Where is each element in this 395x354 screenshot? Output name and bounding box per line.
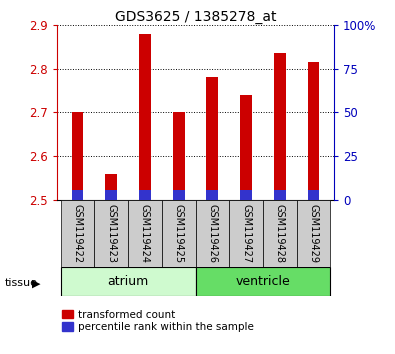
Bar: [105, 174, 117, 200]
Bar: [263, 200, 297, 267]
Bar: [173, 190, 184, 200]
Bar: [229, 200, 263, 267]
Text: GSM119423: GSM119423: [106, 204, 116, 263]
Text: GSM119427: GSM119427: [241, 204, 251, 263]
Legend: transformed count, percentile rank within the sample: transformed count, percentile rank withi…: [62, 310, 254, 332]
Bar: [274, 53, 286, 200]
Text: GSM119422: GSM119422: [73, 204, 83, 263]
Bar: [162, 200, 196, 267]
Text: GSM119424: GSM119424: [140, 204, 150, 263]
Bar: [240, 190, 252, 200]
Bar: [274, 190, 286, 200]
Bar: [94, 200, 128, 267]
Text: tissue: tissue: [5, 278, 38, 288]
Bar: [308, 190, 320, 200]
Bar: [196, 200, 229, 267]
Bar: [139, 190, 151, 200]
Bar: [196, 267, 330, 296]
Bar: [105, 190, 117, 200]
Bar: [61, 267, 196, 296]
Bar: [207, 190, 218, 200]
Text: ventricle: ventricle: [235, 275, 290, 288]
Text: GSM119425: GSM119425: [174, 204, 184, 263]
Bar: [173, 112, 184, 200]
Bar: [71, 190, 83, 200]
Title: GDS3625 / 1385278_at: GDS3625 / 1385278_at: [115, 10, 276, 24]
Bar: [240, 95, 252, 200]
Bar: [61, 200, 94, 267]
Text: GSM119428: GSM119428: [275, 204, 285, 263]
Bar: [128, 200, 162, 267]
Text: GSM119426: GSM119426: [207, 204, 217, 263]
Bar: [139, 34, 151, 200]
Text: GSM119429: GSM119429: [308, 204, 318, 263]
Text: atrium: atrium: [107, 275, 149, 288]
Bar: [71, 112, 83, 200]
Bar: [207, 78, 218, 200]
Bar: [297, 200, 330, 267]
Text: ▶: ▶: [32, 278, 41, 288]
Bar: [308, 62, 320, 200]
